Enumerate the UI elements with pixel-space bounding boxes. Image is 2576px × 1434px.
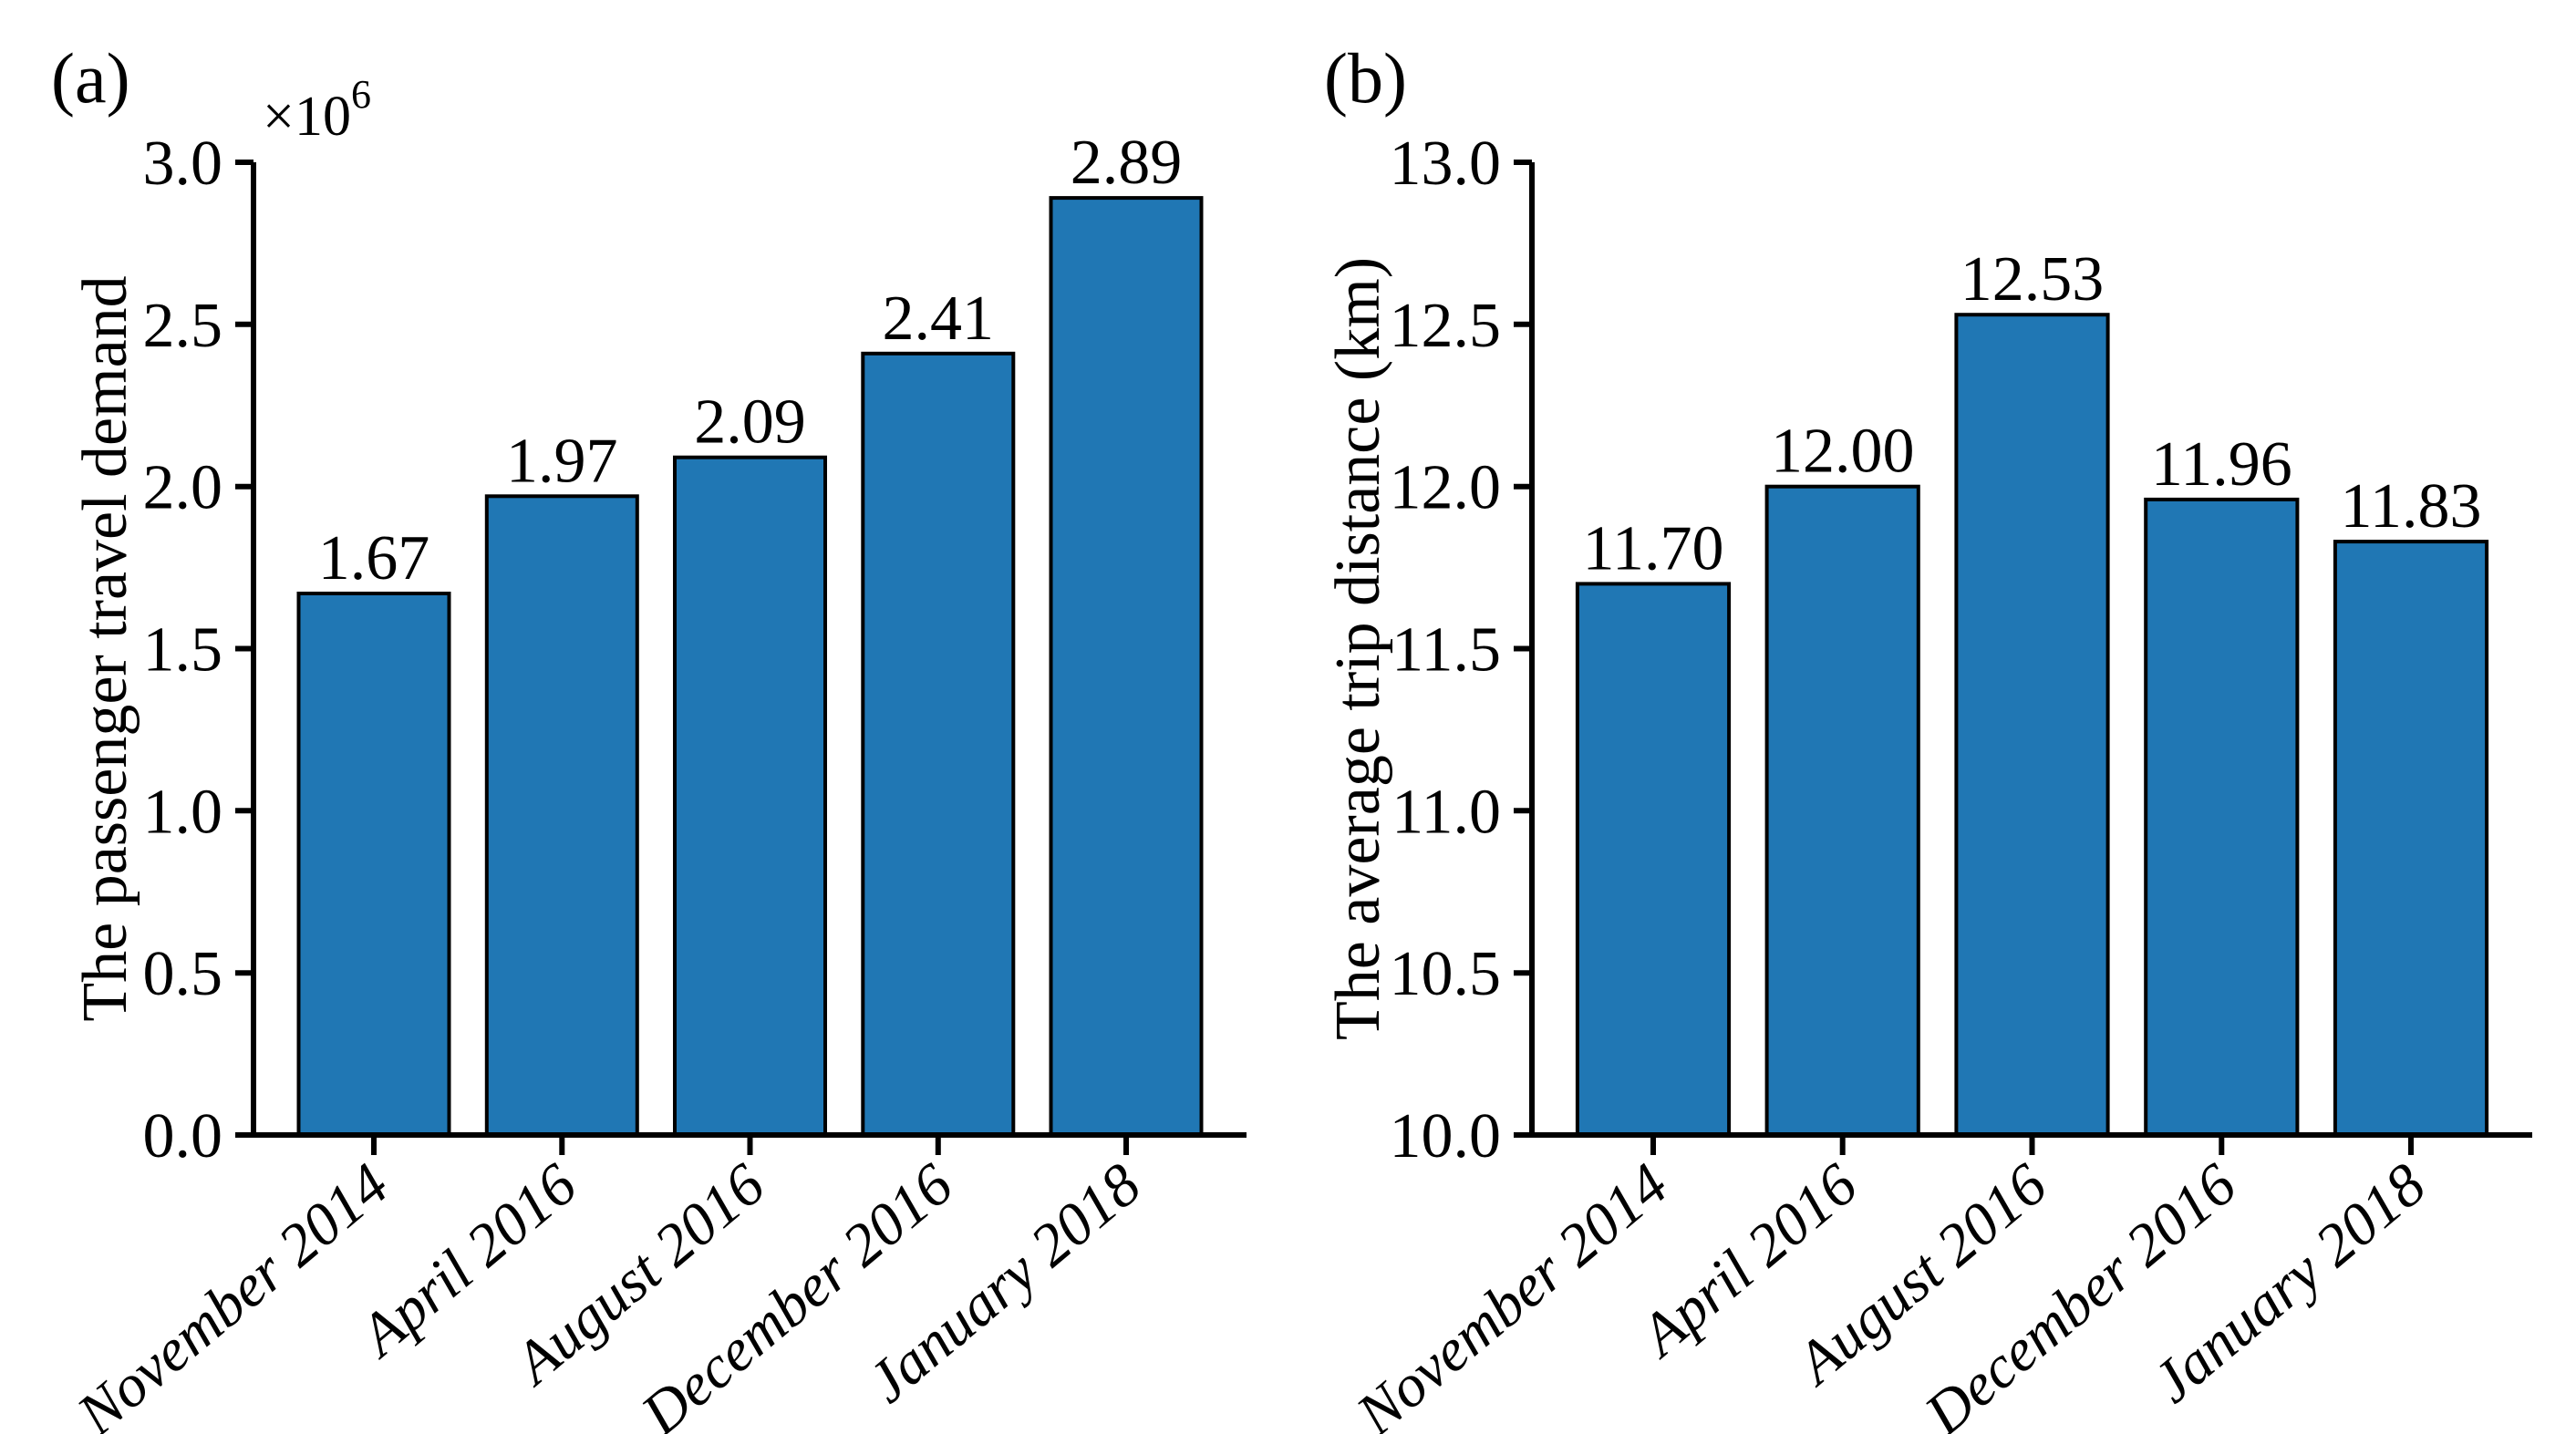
x-tick-label: November 2014 bbox=[64, 1151, 400, 1434]
y-tick-label: 1.5 bbox=[143, 615, 223, 686]
bar-3 bbox=[861, 351, 1016, 1137]
y-tick-label: 2.0 bbox=[143, 453, 223, 523]
bar-3 bbox=[2144, 497, 2300, 1137]
bar-4 bbox=[2333, 540, 2489, 1137]
panel-a: 1.67 1.97 2.09 2.41 2.89 0.0 0.5 1.0 1.5 2.0 2.5 3.… bbox=[51, 38, 1247, 1434]
offset-base: ×10 bbox=[263, 86, 351, 148]
bar-0 bbox=[296, 592, 451, 1137]
bar-2 bbox=[1954, 313, 2110, 1137]
bar-1 bbox=[484, 494, 639, 1137]
y-tick-label: 0.0 bbox=[143, 1101, 223, 1171]
bar-0 bbox=[1575, 582, 1732, 1137]
offset-exponent: 6 bbox=[351, 72, 371, 117]
bar-value-label: 11.83 bbox=[2341, 471, 2482, 542]
y-tick-label: 12.0 bbox=[1390, 453, 1502, 523]
bar-4 bbox=[1049, 196, 1204, 1138]
bar-value-label: 2.09 bbox=[694, 387, 806, 458]
y-tick-label: 12.5 bbox=[1390, 291, 1502, 361]
y-tick-label: 3.0 bbox=[143, 129, 223, 199]
bar-value-label: 12.00 bbox=[1771, 417, 1915, 487]
panel-b: 11.70 12.00 12.53 11.96 11.83 10.0 10.5 11.0 11.… bbox=[1323, 38, 2532, 1434]
bar-value-label: 2.89 bbox=[1071, 128, 1183, 198]
bar-value-label: 1.97 bbox=[506, 426, 618, 496]
bar-value-label: 12.53 bbox=[1960, 244, 2105, 315]
x-tick-label: November 2014 bbox=[1343, 1151, 1680, 1434]
bar-value-label: 11.70 bbox=[1583, 513, 1724, 583]
y-tick-label: 1.0 bbox=[143, 777, 223, 847]
panel-label: (a) bbox=[51, 38, 130, 118]
bar-value-label: 1.67 bbox=[318, 523, 430, 593]
y-tick-label: 0.5 bbox=[143, 939, 223, 1009]
y-axis-label: The passenger travel demand bbox=[70, 275, 140, 1021]
bar-1 bbox=[1764, 484, 1920, 1137]
panel-label: (b) bbox=[1324, 38, 1407, 118]
y-tick-label: 11.0 bbox=[1391, 777, 1501, 847]
y-tick-label: 10.5 bbox=[1390, 939, 1502, 1009]
y-tick-label: 11.5 bbox=[1391, 615, 1501, 686]
y-axis-label: The average trip distance (km) bbox=[1323, 257, 1393, 1040]
y-axis-offset-text: ×106 bbox=[263, 72, 371, 148]
y-tick-label: 2.5 bbox=[143, 291, 223, 361]
bar-value-label: 11.96 bbox=[2151, 429, 2292, 500]
bar-2 bbox=[673, 455, 827, 1137]
y-tick-label: 13.0 bbox=[1390, 129, 1502, 199]
y-tick-label: 10.0 bbox=[1390, 1101, 1502, 1171]
bar-value-label: 2.41 bbox=[883, 284, 995, 354]
